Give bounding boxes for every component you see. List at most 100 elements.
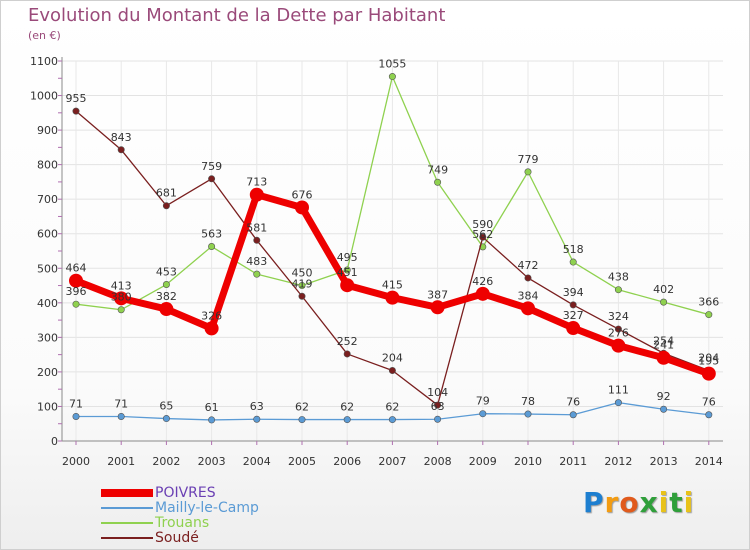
data-label-soud-: 204 (382, 352, 403, 365)
data-label-soud-: 204 (698, 352, 719, 365)
data-label-trouans: 396 (66, 285, 87, 298)
data-label-poivres: 426 (472, 275, 493, 288)
data-label-mailly-le-camp: 71 (114, 397, 128, 410)
y-tick-label: 300 (37, 331, 58, 344)
data-label-soud-: 590 (472, 218, 493, 231)
legend-swatch (101, 521, 153, 524)
data-point-trouans (388, 73, 396, 81)
x-tick-label: 2013 (650, 455, 678, 468)
x-tick-label: 2007 (378, 455, 406, 468)
data-point-soud- (298, 292, 306, 300)
data-label-mailly-le-camp: 76 (566, 396, 580, 409)
data-point-soud- (434, 401, 442, 409)
data-label-soud-: 759 (201, 160, 222, 173)
data-point-trouans (524, 168, 532, 176)
data-label-trouans: 453 (156, 266, 177, 279)
legend-item: Soudé (101, 530, 259, 546)
data-label-trouans: 563 (201, 228, 222, 241)
legend-label: Trouans (155, 514, 210, 531)
data-point-trouans (569, 258, 577, 266)
legend-swatch (101, 488, 153, 497)
data-point-poivres (114, 291, 129, 306)
chart-subtitle: (en €) (28, 29, 61, 42)
data-label-soud-: 419 (292, 277, 313, 290)
data-point-poivres (566, 321, 581, 336)
logo-letter: i (683, 486, 695, 519)
data-label-trouans: 450 (292, 267, 313, 280)
data-point-trouans (253, 270, 261, 278)
data-label-mailly-le-camp: 63 (250, 400, 264, 413)
data-label-poivres: 387 (427, 288, 448, 301)
logo-letter: o (619, 486, 640, 519)
data-label-mailly-le-camp: 63 (431, 400, 445, 413)
data-label-mailly-le-camp: 65 (159, 400, 173, 413)
data-point-poivres (204, 321, 219, 336)
data-point-mailly-le-camp (479, 410, 487, 418)
data-point-soud- (117, 146, 125, 154)
x-tick-label: 2004 (243, 455, 271, 468)
data-point-trouans (434, 178, 442, 186)
data-label-poivres: 384 (518, 289, 539, 302)
data-point-mailly-le-camp (388, 416, 396, 424)
data-label-mailly-le-camp: 71 (69, 397, 83, 410)
data-point-soud- (162, 202, 170, 210)
data-label-soud-: 472 (518, 259, 539, 272)
data-label-poivres: 195 (698, 355, 719, 368)
logo-letter: t (669, 486, 684, 519)
data-label-soud-: 955 (66, 92, 87, 105)
x-tick-label: 2006 (333, 455, 361, 468)
x-tick-label: 2001 (107, 455, 135, 468)
data-label-poivres: 415 (382, 279, 403, 292)
x-tick-label: 2008 (424, 455, 452, 468)
data-label-trouans: 402 (653, 283, 674, 296)
data-point-poivres (521, 301, 535, 316)
data-point-trouans (343, 266, 351, 274)
data-point-trouans (660, 298, 668, 306)
data-point-mailly-le-camp (434, 415, 442, 423)
data-label-poivres: 276 (608, 327, 629, 340)
data-point-soud- (524, 274, 532, 282)
data-label-poivres: 327 (563, 309, 584, 322)
data-label-mailly-le-camp: 76 (702, 396, 716, 409)
data-point-mailly-le-camp (298, 416, 306, 424)
data-point-soud- (208, 175, 216, 183)
data-label-trouans: 483 (246, 255, 267, 268)
x-tick-label: 2000 (62, 455, 90, 468)
proxiti-logo: Proxiti (583, 486, 694, 519)
logo-letter: r (604, 486, 620, 519)
data-point-mailly-le-camp (660, 405, 668, 413)
x-tick-label: 2002 (152, 455, 180, 468)
data-label-trouans: 518 (563, 243, 584, 256)
logo-letter: i (658, 486, 670, 519)
data-label-poivres: 241 (653, 339, 674, 352)
data-label-mailly-le-camp: 78 (521, 395, 535, 408)
data-label-poivres: 676 (292, 188, 313, 201)
legend-item: Trouans (101, 514, 259, 531)
data-label-soud-: 394 (563, 286, 584, 299)
data-label-trouans: 380 (111, 291, 132, 304)
data-point-mailly-le-camp (524, 410, 532, 418)
data-point-soud- (72, 107, 80, 115)
data-point-soud- (343, 350, 351, 358)
data-point-trouans (72, 300, 80, 308)
data-point-soud- (569, 301, 577, 309)
logo-letter: x (639, 486, 659, 519)
x-tick-label: 2009 (469, 455, 497, 468)
y-tick-label: 700 (37, 193, 58, 206)
data-point-mailly-le-camp (343, 416, 351, 424)
data-point-mailly-le-camp (253, 415, 261, 423)
data-point-mailly-le-camp (72, 412, 80, 420)
data-point-poivres (159, 302, 174, 317)
data-point-soud- (253, 236, 261, 244)
y-tick-label: 900 (37, 124, 58, 137)
data-label-soud-: 104 (427, 386, 448, 399)
data-point-poivres (475, 286, 490, 301)
data-point-poivres (295, 200, 309, 215)
data-point-mailly-le-camp (569, 411, 577, 419)
data-point-trouans (208, 243, 216, 251)
data-label-mailly-le-camp: 79 (476, 395, 490, 408)
x-tick-label: 2010 (514, 455, 542, 468)
data-point-poivres (340, 278, 355, 293)
x-tick-label: 2003 (198, 455, 226, 468)
